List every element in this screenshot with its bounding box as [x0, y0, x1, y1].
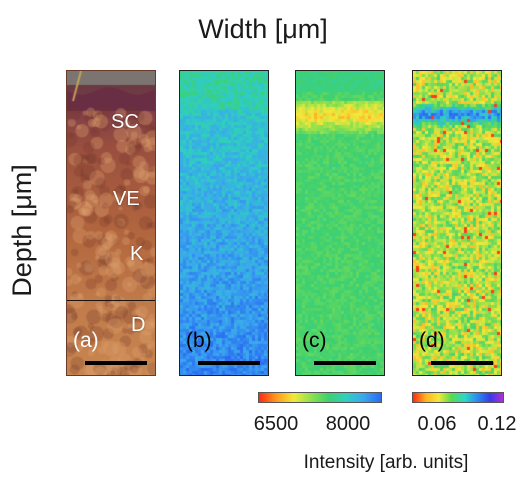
colorbar-2-tick-1: 0.12 [477, 413, 517, 435]
panel-d-label: (d) [419, 329, 445, 352]
layer-label-k: K [130, 243, 144, 265]
depth-axis-label-text: Depth [μm] [6, 163, 37, 297]
colorbar-ratio [412, 392, 504, 403]
colorbar-1-tick-0: 6500 [253, 413, 299, 435]
panel-a-label: (a) [73, 329, 99, 352]
colorbar-2-tick-0: 0.06 [417, 413, 457, 435]
intensity-map-b [180, 71, 268, 375]
scale-bar-b [198, 361, 260, 365]
panel-b-label: (b) [186, 329, 212, 352]
panel-d-map: (d) [412, 70, 502, 376]
layer-label-d: D [131, 314, 146, 336]
panel-c-label: (c) [302, 329, 327, 352]
colorbar-intensity [258, 392, 382, 403]
intensity-map-c [296, 71, 384, 375]
depth-axis-label: Depth [μm] [4, 100, 40, 360]
panel-c-map: (c) [295, 70, 385, 376]
panel-a-histology: SC VE K D (a) [66, 70, 156, 376]
colorbar-label: Intensity [arb. units] [303, 452, 469, 473]
ratio-map-d [413, 71, 501, 375]
colorbar-1-tick-1: 8000 [325, 413, 371, 435]
figure-title: Width [μm] [198, 14, 328, 44]
layer-label-ve: VE [113, 188, 140, 210]
layer-label-sc: SC [111, 111, 139, 133]
histology-image [67, 71, 155, 375]
scale-bar-d [431, 361, 493, 365]
dermis-boundary-line [67, 300, 155, 301]
scale-bar-c [314, 361, 376, 365]
scale-bar-a [85, 361, 147, 365]
panel-b-map: (b) [179, 70, 269, 376]
